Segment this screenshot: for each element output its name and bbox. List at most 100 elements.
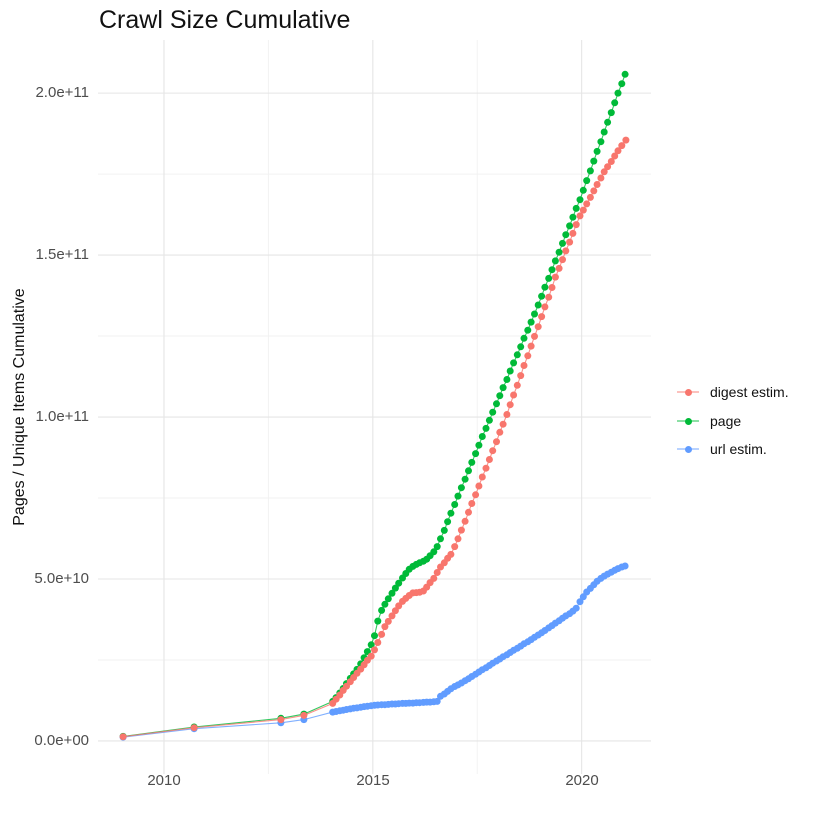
data-point [586, 193, 594, 201]
data-point [499, 420, 507, 428]
data-point [621, 562, 629, 570]
data-point [493, 400, 500, 408]
data-point [524, 352, 532, 360]
data-point [499, 384, 507, 392]
data-point [437, 535, 444, 543]
data-point [475, 482, 483, 490]
data-point [506, 401, 514, 409]
data-point [538, 292, 546, 300]
series-url-estim- [119, 562, 629, 741]
data-point [545, 274, 553, 282]
data-point [489, 447, 497, 455]
legend-label: digest estim. [710, 384, 789, 400]
legend-item: digest estim. [676, 381, 789, 403]
data-point [395, 579, 403, 587]
data-point [367, 652, 375, 660]
data-point [597, 174, 605, 182]
data-point [468, 500, 476, 507]
legend-key-digest [676, 381, 700, 403]
data-point [478, 433, 486, 440]
data-point [461, 475, 469, 483]
data-point [451, 543, 459, 551]
data-point [517, 343, 525, 351]
data-point [384, 595, 392, 603]
data-point [510, 391, 518, 399]
data-point [593, 181, 601, 188]
data-point [388, 612, 396, 620]
data-point [506, 367, 514, 375]
data-point [551, 257, 559, 265]
data-point [566, 222, 574, 230]
data-point [371, 646, 378, 654]
data-point [277, 716, 285, 724]
data-point [593, 147, 601, 155]
data-point [559, 239, 566, 247]
data-point [513, 381, 521, 389]
data-point [384, 617, 392, 625]
data-point [545, 293, 553, 301]
data-point [590, 157, 598, 165]
data-point [579, 206, 587, 214]
data-point [367, 641, 375, 649]
data-point [572, 221, 580, 229]
y-tick-label: 1.0e+11 [35, 408, 89, 425]
data-point [572, 204, 580, 212]
data-point [541, 283, 549, 291]
x-tick-label: 2010 [147, 772, 181, 789]
x-tick-label: 2020 [565, 772, 599, 789]
legend-point-icon [684, 445, 692, 453]
data-point [482, 424, 490, 432]
data-point [454, 492, 462, 500]
data-point [447, 550, 455, 558]
data-point [534, 323, 542, 331]
data-point [604, 118, 612, 126]
data-point [527, 342, 535, 350]
data-point [534, 301, 542, 309]
data-point [614, 147, 622, 155]
legend-point-icon [684, 417, 692, 425]
data-point [559, 256, 566, 264]
data-point [520, 334, 528, 342]
data-point [374, 639, 382, 646]
data-point [614, 89, 622, 97]
data-point [485, 456, 493, 463]
data-point [586, 167, 594, 175]
y-tick-label: 5.0e+10 [34, 570, 89, 587]
legend-key-url [676, 438, 700, 460]
data-point [378, 606, 386, 614]
data-point [562, 231, 570, 239]
data-point [548, 266, 556, 274]
data-point [600, 128, 608, 136]
legend-point-icon [684, 388, 692, 396]
legend-item: page [676, 410, 741, 432]
data-point [119, 733, 127, 741]
data-point [461, 517, 469, 525]
data-point [531, 310, 538, 318]
data-point [576, 598, 584, 606]
data-point [447, 509, 455, 517]
data-point [517, 372, 525, 380]
data-point [457, 484, 465, 492]
data-point [457, 526, 465, 534]
data-point [391, 584, 399, 592]
data-point [468, 458, 476, 466]
data-point [597, 138, 605, 146]
data-point [475, 441, 483, 449]
data-point [569, 229, 577, 237]
data-point [531, 332, 538, 340]
data-point [388, 589, 396, 597]
legend-item: url estim. [676, 438, 767, 460]
data-point [503, 376, 511, 383]
data-point [604, 163, 612, 171]
data-point [622, 136, 630, 144]
data-point [430, 574, 438, 582]
data-point [440, 526, 448, 534]
data-point [478, 473, 486, 481]
data-point [472, 450, 480, 458]
data-point [489, 408, 497, 416]
data-point [510, 359, 518, 367]
data-point [583, 200, 591, 208]
data-point [513, 351, 521, 359]
data-point [378, 630, 386, 638]
